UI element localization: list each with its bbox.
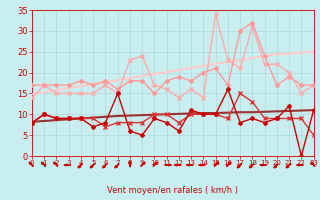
X-axis label: Vent moyen/en rafales ( km/h ): Vent moyen/en rafales ( km/h ) bbox=[107, 186, 238, 195]
